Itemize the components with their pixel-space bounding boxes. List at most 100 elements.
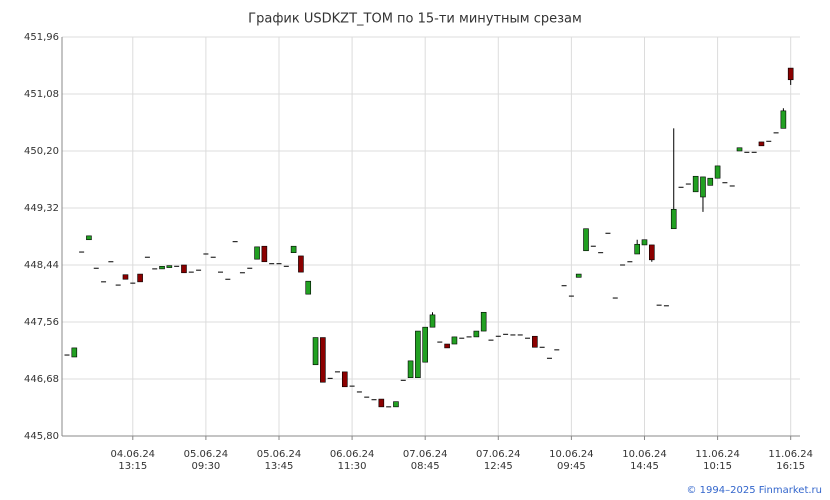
candle-body (641, 239, 648, 246)
candle-body (356, 391, 362, 393)
candle-body (707, 177, 714, 186)
candle-body (298, 255, 304, 273)
candle-body (575, 273, 582, 278)
candle-body (751, 151, 757, 153)
candle-body (144, 256, 150, 258)
candle-body (305, 280, 312, 295)
candle-body (525, 337, 531, 339)
candle-body (678, 186, 684, 188)
candle-body (510, 334, 516, 336)
candle-body (283, 265, 289, 267)
candle-body (517, 334, 523, 336)
candle-body (71, 347, 78, 358)
candle-body (196, 269, 202, 271)
candle-body (444, 343, 450, 349)
candle-body (766, 140, 772, 142)
candle-body (393, 401, 399, 408)
candle-body (225, 278, 231, 280)
y-tick-label: 451,96 (24, 32, 59, 43)
candle-body (729, 185, 735, 187)
candle-body (605, 232, 611, 234)
candle-body (736, 147, 743, 152)
candle-body (532, 335, 538, 348)
y-tick-label: 449,32 (24, 203, 59, 214)
x-tick-label: 10.06.24 09:45 (549, 449, 594, 472)
candle-body (276, 263, 282, 265)
candle-body (670, 208, 677, 230)
candle-body (488, 339, 494, 341)
candle-body (159, 265, 165, 270)
candle-body (568, 295, 574, 297)
candle-body (627, 261, 633, 263)
candle-body (539, 346, 545, 348)
candle-body (327, 377, 333, 379)
candle-body (312, 337, 319, 366)
candle-body (773, 132, 779, 134)
candle-body (648, 244, 655, 261)
x-tick-label: 11.06.24 10:15 (695, 449, 740, 472)
candle-body (122, 274, 129, 280)
candle-body (203, 253, 209, 255)
y-tick-label: 447,56 (24, 317, 59, 328)
candle-body (101, 281, 107, 283)
candle-body (166, 265, 173, 268)
y-tick-label: 445,80 (24, 431, 59, 442)
candle-body (108, 261, 114, 263)
x-tick-label: 06.06.24 11:30 (330, 449, 375, 472)
y-tick-label: 446,68 (24, 374, 59, 385)
candle-body (181, 264, 187, 274)
candle-body (378, 398, 385, 408)
candle-body (612, 297, 618, 299)
x-tick-label: 11.06.24 16:15 (768, 449, 813, 472)
candle-body (115, 284, 121, 286)
candle-body (787, 67, 794, 81)
x-tick-label: 10.06.24 14:45 (622, 449, 667, 472)
candle-body (663, 305, 669, 307)
candle-body (429, 314, 436, 328)
candle-body (692, 175, 699, 193)
candle-body (130, 282, 136, 284)
candle-body (700, 176, 706, 198)
candle-body (634, 243, 640, 255)
candle-body (422, 326, 428, 363)
candle-body (495, 335, 501, 337)
candle-body (590, 245, 596, 247)
candle-body (583, 228, 589, 252)
candle-body (466, 336, 472, 338)
candle-body (561, 285, 567, 287)
candle-body (152, 268, 158, 270)
candle-body (261, 245, 268, 263)
candle-body (64, 354, 70, 356)
credit-link[interactable]: © 1994–2025 Finmarket.ru (686, 485, 822, 496)
candle-body (437, 341, 443, 343)
y-tick-label: 450,20 (24, 146, 59, 157)
candle-body (546, 357, 552, 359)
candle-body (364, 396, 370, 398)
x-tick-label: 07.06.24 12:45 (476, 449, 521, 472)
candle-body (473, 330, 480, 338)
candle-body (334, 371, 340, 373)
candle-body (480, 311, 487, 332)
candle-body (174, 265, 180, 267)
x-tick-label: 07.06.24 08:45 (403, 449, 448, 472)
candle-body (269, 263, 275, 265)
candle-body (415, 330, 421, 379)
candle-body (137, 273, 143, 283)
x-tick-label: 04.06.24 13:15 (111, 449, 156, 472)
candle-body (188, 271, 194, 273)
candle-body (714, 165, 721, 179)
candle-body (93, 267, 99, 269)
candle-body (758, 141, 765, 147)
candle-body (400, 379, 406, 381)
candle-body (722, 182, 728, 184)
x-tick-label: 05.06.24 13:45 (257, 449, 302, 472)
candle-body (554, 349, 560, 351)
candle-body (371, 399, 377, 401)
candle-body (254, 246, 260, 260)
candle-body (780, 110, 787, 129)
chart-title: График USDKZT_TOM по 15-ти минутным срез… (248, 12, 582, 27)
candle-body (210, 256, 216, 258)
y-tick-label: 448,44 (24, 260, 59, 271)
